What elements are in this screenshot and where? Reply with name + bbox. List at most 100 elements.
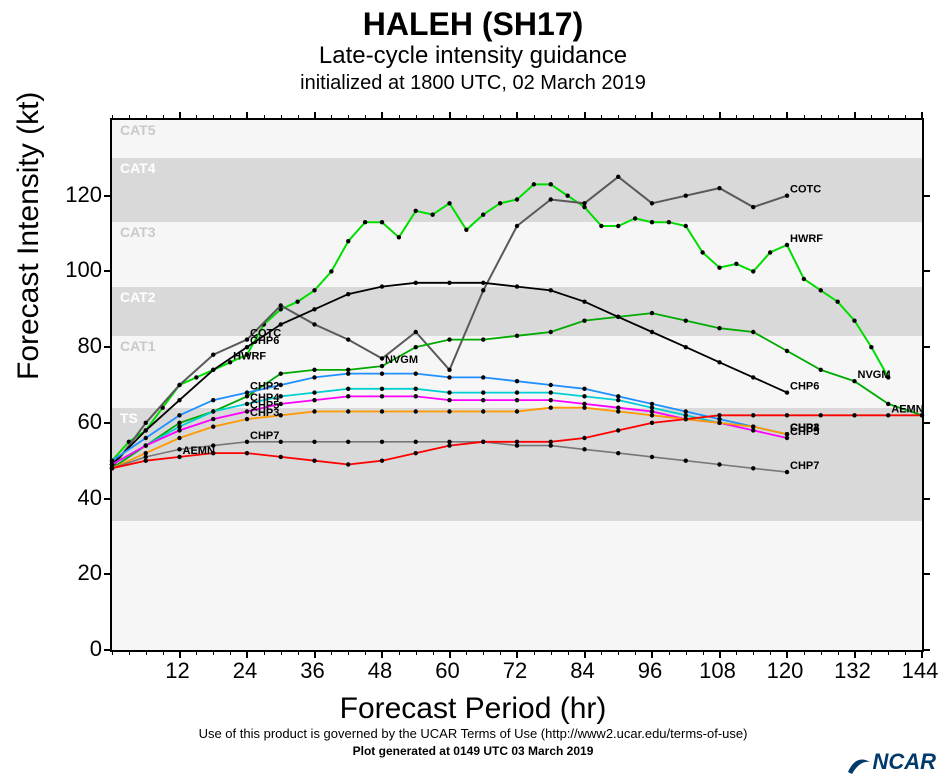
xtick-minor [213,650,214,655]
xtick-minor [736,115,737,120]
ytick-label: 100 [42,257,102,283]
xtick [246,112,248,120]
marker [447,281,451,285]
marker [684,413,688,417]
ytick [104,270,112,272]
marker [751,269,755,273]
xtick-minor [804,115,805,120]
marker [515,398,519,402]
xtick-minor [669,650,670,655]
marker [363,220,367,224]
marker [144,451,148,455]
marker [582,447,586,451]
marker [312,398,316,402]
xtick-minor [601,115,602,120]
xtick-minor [466,650,467,655]
marker [819,413,823,417]
xtick [719,112,721,120]
marker [447,201,451,205]
xtick-minor [838,115,839,120]
xtick-minor [433,650,434,655]
xtick-minor [686,650,687,655]
ytick [922,422,930,424]
marker [616,406,620,410]
marker [700,250,704,254]
xtick-minor [770,115,771,120]
marker [464,228,468,232]
marker [380,387,384,391]
marker [650,330,654,334]
marker [886,402,890,406]
ytick [104,346,112,348]
marker [616,315,620,319]
marker [751,424,755,428]
marker [785,436,789,440]
marker [717,413,721,417]
xtick-minor [534,650,535,655]
marker [650,402,654,406]
marker [852,413,856,417]
xtick-minor [399,115,400,120]
xtick-minor [838,650,839,655]
xtick-minor [331,650,332,655]
marker [802,277,806,281]
marker [414,330,418,334]
xtick-label: 72 [495,658,535,684]
marker [144,459,148,463]
marker [650,413,654,417]
marker [245,345,249,349]
marker [616,394,620,398]
marker [481,390,485,394]
xtick-minor [264,115,265,120]
xtick-minor [568,115,569,120]
marker [380,284,384,288]
marker [312,322,316,326]
marker [481,212,485,216]
marker [414,451,418,455]
marker [565,194,569,198]
marker [414,394,418,398]
marker [329,269,333,273]
marker [211,409,215,413]
marker [194,375,198,379]
marker [532,182,536,186]
xtick-minor [551,650,552,655]
marker [245,417,249,421]
marker [684,459,688,463]
marker [549,406,553,410]
marker [684,318,688,322]
xtick-minor [804,650,805,655]
xtick-minor [213,115,214,120]
marker [414,281,418,285]
marker [717,417,721,421]
xtick-minor [163,650,164,655]
marker [481,440,485,444]
xtick-minor [483,115,484,120]
xtick [719,650,721,658]
xtick-minor [416,650,417,655]
marker [785,470,789,474]
marker [650,406,654,410]
ncar-logo-text: NCAR [872,749,936,774]
xtick-minor [348,115,349,120]
marker [549,330,553,334]
marker [211,424,215,428]
series-label-nvgm: NVGM [385,354,418,366]
marker [650,220,654,224]
marker [650,409,654,413]
marker [110,466,114,470]
ytick-label: 0 [42,636,102,662]
xtick-label: 96 [630,658,670,684]
marker [717,265,721,269]
xtick-minor [669,115,670,120]
xtick-minor [281,115,282,120]
marker [650,311,654,315]
marker [346,239,350,243]
marker [380,371,384,375]
marker [414,371,418,375]
marker [144,421,148,425]
xtick-minor [618,650,619,655]
marker [380,220,384,224]
marker [785,243,789,247]
marker [414,440,418,444]
